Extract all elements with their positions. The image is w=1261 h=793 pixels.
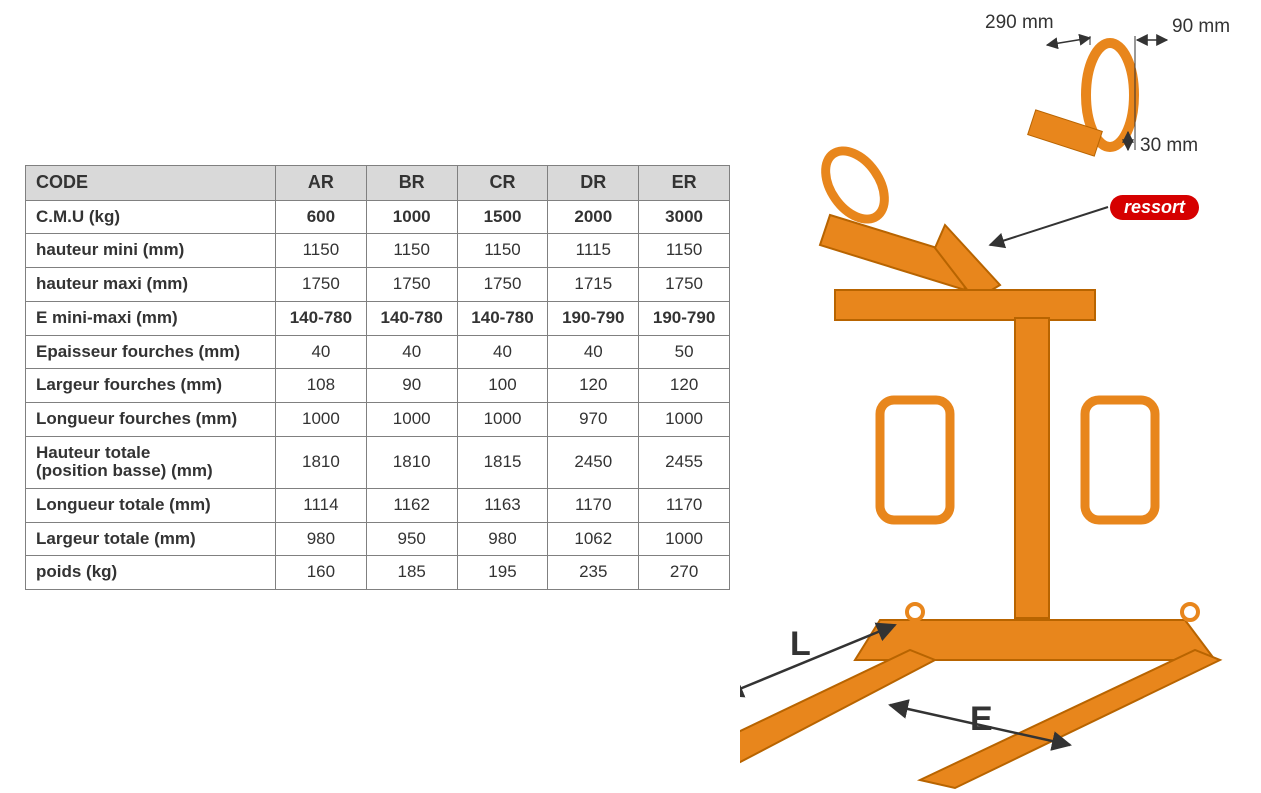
table-row: E mini-maxi (mm)140-780140-780140-780190… bbox=[26, 301, 730, 335]
cell: 90 bbox=[366, 369, 457, 403]
spec-table-wrap: CODE AR BR CR DR ER C.M.U (kg)6001000150… bbox=[25, 165, 730, 590]
cell: 1810 bbox=[366, 436, 457, 488]
row-label: poids (kg) bbox=[26, 556, 276, 590]
cell: 140-780 bbox=[276, 301, 367, 335]
cell: 1750 bbox=[457, 268, 548, 302]
product-svg bbox=[740, 0, 1261, 793]
cell: 1810 bbox=[276, 436, 367, 488]
cell: 190-790 bbox=[548, 301, 639, 335]
col-header-dr: DR bbox=[548, 166, 639, 201]
product-diagram: 290 mm 90 mm 30 mm ressort L E bbox=[740, 0, 1261, 793]
cell: 1170 bbox=[548, 488, 639, 522]
cell: 40 bbox=[548, 335, 639, 369]
row-label: hauteur maxi (mm) bbox=[26, 268, 276, 302]
cell: 600 bbox=[276, 200, 367, 234]
cell: 120 bbox=[548, 369, 639, 403]
cell: 1150 bbox=[457, 234, 548, 268]
cell: 140-780 bbox=[457, 301, 548, 335]
col-header-cr: CR bbox=[457, 166, 548, 201]
row-label: C.M.U (kg) bbox=[26, 200, 276, 234]
table-row: poids (kg)160185195235270 bbox=[26, 556, 730, 590]
table-row: Longueur fourches (mm)100010001000970100… bbox=[26, 402, 730, 436]
cell: 1000 bbox=[457, 402, 548, 436]
cell: 2450 bbox=[548, 436, 639, 488]
row-label: hauteur mini (mm) bbox=[26, 234, 276, 268]
cell: 1750 bbox=[366, 268, 457, 302]
row-label: Epaisseur fourches (mm) bbox=[26, 335, 276, 369]
cell: 195 bbox=[457, 556, 548, 590]
cell: 1062 bbox=[548, 522, 639, 556]
cell: 40 bbox=[457, 335, 548, 369]
cell: 108 bbox=[276, 369, 367, 403]
cell: 1750 bbox=[639, 268, 730, 302]
cell: 2455 bbox=[639, 436, 730, 488]
cell: 120 bbox=[639, 369, 730, 403]
cell: 270 bbox=[639, 556, 730, 590]
cell: 1000 bbox=[639, 522, 730, 556]
cell: 970 bbox=[548, 402, 639, 436]
cell: 950 bbox=[366, 522, 457, 556]
cell: 1162 bbox=[366, 488, 457, 522]
cell: 1715 bbox=[548, 268, 639, 302]
cell: 190-790 bbox=[639, 301, 730, 335]
cell: 185 bbox=[366, 556, 457, 590]
table-header-row: CODE AR BR CR DR ER bbox=[26, 166, 730, 201]
table-row: Largeur totale (mm)98095098010621000 bbox=[26, 522, 730, 556]
table-row: Longueur totale (mm)11141162116311701170 bbox=[26, 488, 730, 522]
cell: 140-780 bbox=[366, 301, 457, 335]
cell: 1500 bbox=[457, 200, 548, 234]
spec-table: CODE AR BR CR DR ER C.M.U (kg)6001000150… bbox=[25, 165, 730, 590]
table-row: hauteur mini (mm)11501150115011151150 bbox=[26, 234, 730, 268]
cell: 1115 bbox=[548, 234, 639, 268]
spec-table-body: C.M.U (kg)6001000150020003000hauteur min… bbox=[26, 200, 730, 589]
cell: 1150 bbox=[276, 234, 367, 268]
cell: 1163 bbox=[457, 488, 548, 522]
cell: 1000 bbox=[366, 200, 457, 234]
row-label: E mini-maxi (mm) bbox=[26, 301, 276, 335]
cell: 1750 bbox=[276, 268, 367, 302]
cell: 40 bbox=[366, 335, 457, 369]
row-label: Largeur totale (mm) bbox=[26, 522, 276, 556]
table-row: Epaisseur fourches (mm)4040404050 bbox=[26, 335, 730, 369]
cell: 1000 bbox=[366, 402, 457, 436]
leve-palette-icon bbox=[740, 140, 1220, 788]
detail-eye-icon bbox=[1028, 36, 1167, 156]
cell: 1114 bbox=[276, 488, 367, 522]
table-row: hauteur maxi (mm)17501750175017151750 bbox=[26, 268, 730, 302]
row-label: Largeur fourches (mm) bbox=[26, 369, 276, 403]
row-label: Longueur totale (mm) bbox=[26, 488, 276, 522]
col-header-br: BR bbox=[366, 166, 457, 201]
cell: 980 bbox=[276, 522, 367, 556]
col-header-code: CODE bbox=[26, 166, 276, 201]
table-row: C.M.U (kg)6001000150020003000 bbox=[26, 200, 730, 234]
table-row: Hauteur totale(position basse) (mm)18101… bbox=[26, 436, 730, 488]
cell: 980 bbox=[457, 522, 548, 556]
cell: 1170 bbox=[639, 488, 730, 522]
row-label: Hauteur totale(position basse) (mm) bbox=[26, 436, 276, 488]
cell: 1150 bbox=[366, 234, 457, 268]
cell: 100 bbox=[457, 369, 548, 403]
cell: 40 bbox=[276, 335, 367, 369]
table-row: Largeur fourches (mm)10890100120120 bbox=[26, 369, 730, 403]
cell: 1150 bbox=[639, 234, 730, 268]
row-label: Longueur fourches (mm) bbox=[26, 402, 276, 436]
cell: 3000 bbox=[639, 200, 730, 234]
cell: 1000 bbox=[276, 402, 367, 436]
col-header-er: ER bbox=[639, 166, 730, 201]
col-header-ar: AR bbox=[276, 166, 367, 201]
cell: 2000 bbox=[548, 200, 639, 234]
cell: 1000 bbox=[639, 402, 730, 436]
cell: 235 bbox=[548, 556, 639, 590]
cell: 50 bbox=[639, 335, 730, 369]
cell: 1815 bbox=[457, 436, 548, 488]
cell: 160 bbox=[276, 556, 367, 590]
